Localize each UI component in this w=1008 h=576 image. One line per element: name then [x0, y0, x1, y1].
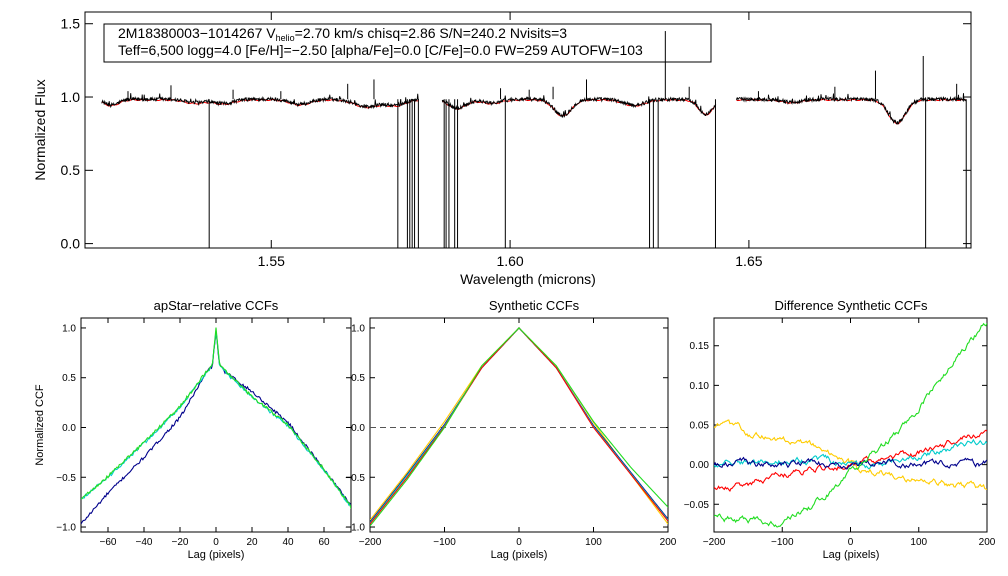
x-tick-label: 200	[979, 537, 996, 548]
y-tick-label: 0.0	[62, 423, 76, 434]
spectrum-observed-line	[736, 93, 967, 125]
spectrum-lines	[101, 31, 967, 248]
ccf-series-line	[370, 327, 668, 524]
x-tick-label: 100	[910, 537, 927, 548]
x-tick-label: 0	[848, 537, 854, 548]
ccf-series-line	[714, 322, 987, 528]
ccf-series-line	[714, 419, 987, 491]
y-tick-label: −1.0	[345, 523, 365, 534]
y-tick-label: −0.05	[684, 500, 710, 511]
x-tick-label: −60	[100, 537, 117, 548]
synthetic-ccf-plot-frame	[369, 317, 669, 533]
x-tick-label: 60	[318, 537, 330, 548]
y-tick-label: −1.0	[56, 523, 76, 534]
synthetic-ccf-x-axis-label: Lag (pixels)	[491, 549, 548, 561]
ccf-series-line	[81, 331, 351, 525]
apstar-ccf-x-axis-label: Lag (pixels)	[188, 549, 245, 561]
x-tick-label: 1.60	[496, 253, 523, 269]
ccf-series-line	[81, 331, 351, 509]
ccf-series-line	[370, 327, 668, 525]
x-tick-label: −100	[771, 537, 794, 548]
y-tick-label: 0.5	[61, 162, 81, 178]
y-tick-label: 0.5	[351, 373, 365, 384]
y-tick-label: 1.0	[62, 323, 76, 334]
ccf-series-line	[370, 327, 668, 523]
synthetic-ccf-lines	[370, 327, 668, 527]
apstar-ccf-axes: −60 −40 −20 0 20 40 60 −1.0 −0.5 0.0 0.5 1.0	[56, 318, 351, 548]
x-tick-label: 40	[282, 537, 294, 548]
x-tick-label: 200	[660, 537, 677, 548]
y-tick-label: 0.00	[690, 460, 710, 471]
synthetic-ccf-axes: −200 −100 0 100 200 −1.0 −0.5 0.0 0.5 1.0	[345, 318, 677, 548]
x-tick-label: 1.55	[258, 253, 285, 269]
header-line1-prefix: 2M18380003−1014267 V	[118, 25, 276, 41]
y-tick-label: 0.0	[351, 423, 365, 434]
spectrum-observed-line	[101, 93, 420, 110]
y-tick-label: 0.0	[61, 236, 81, 252]
x-tick-label: −20	[172, 537, 189, 548]
spectrum-x-axis-label: Wavelength (microns)	[460, 271, 596, 287]
apstar-ccf-title: apStar−relative CCFs	[154, 298, 279, 313]
y-tick-label: −0.5	[345, 473, 365, 484]
synthetic-ccf-title: Synthetic CCFs	[489, 298, 580, 313]
ccf-series-line	[370, 327, 668, 527]
spectrum-model-line	[736, 98, 967, 125]
apstar-ccf-panel: apStar−relative CCFs −60 −40 −20 0 20 40 60 −1.…	[34, 298, 352, 561]
apstar-ccf-plot-frame	[80, 317, 352, 533]
header-vhelio-subscript: helio	[276, 33, 295, 43]
ccf-series-line	[714, 429, 987, 492]
ccf-series-line	[714, 438, 987, 470]
x-tick-label: 20	[246, 537, 258, 548]
header-line1-suffix: =2.70 km/s chisq=2.86 S/N=240.2 Nvisits=…	[295, 25, 568, 41]
ccf-series-line	[714, 456, 987, 470]
apstar-ccf-y-axis-label: Normalized CCF	[34, 384, 46, 466]
y-tick-label: 1.0	[351, 323, 365, 334]
difference-ccf-axes: −200 −100 0 100 200 −0.05 0.00 0.05 0.10 0.15	[684, 318, 996, 548]
spectrum-axes: 1.55 1.60 1.65 0.0 0.5 1.0 1.5	[61, 12, 971, 269]
ccf-series-line	[370, 327, 668, 525]
x-tick-label: −100	[433, 537, 456, 548]
x-tick-label: −40	[136, 537, 153, 548]
x-tick-label: −200	[359, 537, 382, 548]
difference-ccf-title: Difference Synthetic CCFs	[775, 298, 928, 313]
y-tick-label: −0.5	[56, 473, 76, 484]
spectrum-observed-line	[441, 95, 717, 119]
spectrum-model-line	[442, 98, 717, 117]
y-tick-label: 0.10	[690, 381, 710, 392]
difference-ccf-plot-frame	[713, 317, 988, 533]
x-tick-label: 0	[213, 537, 219, 548]
x-tick-label: 0	[516, 537, 522, 548]
header-box	[103, 23, 712, 63]
y-tick-label: 0.05	[690, 421, 710, 432]
synthetic-ccf-panel: Synthetic CCFs −200 −100 0 100 200 −1.0 −0.5 0.…	[345, 298, 677, 561]
spectrum-y-axis-label: Normalized Flux	[32, 79, 48, 180]
header-line2: Teff=6,500 logg=4.0 [Fe/H]=−2.50 [alpha/…	[118, 42, 643, 58]
spectrum-plot-frame	[84, 11, 972, 249]
x-tick-label: 100	[585, 537, 602, 548]
y-tick-label: 0.5	[62, 373, 76, 384]
y-tick-label: 1.5	[61, 16, 81, 32]
difference-ccf-panel: Difference Synthetic CCFs −200 −100 0 100 20…	[684, 298, 996, 561]
ccf-series-line	[81, 327, 351, 509]
y-tick-label: 0.15	[690, 341, 710, 352]
y-tick-label: 1.0	[61, 89, 81, 105]
x-tick-label: −200	[703, 537, 726, 548]
x-tick-label: 1.65	[735, 253, 762, 269]
spectrum-panel: 2M18380003−1014267 Vhelio=2.70 km/s chis…	[32, 11, 972, 287]
apstar-ccf-lines	[81, 327, 351, 525]
difference-ccf-x-axis-label: Lag (pixels)	[823, 549, 880, 561]
difference-ccf-lines	[714, 322, 987, 528]
header-line1: 2M18380003−1014267 Vhelio=2.70 km/s chis…	[118, 25, 567, 43]
